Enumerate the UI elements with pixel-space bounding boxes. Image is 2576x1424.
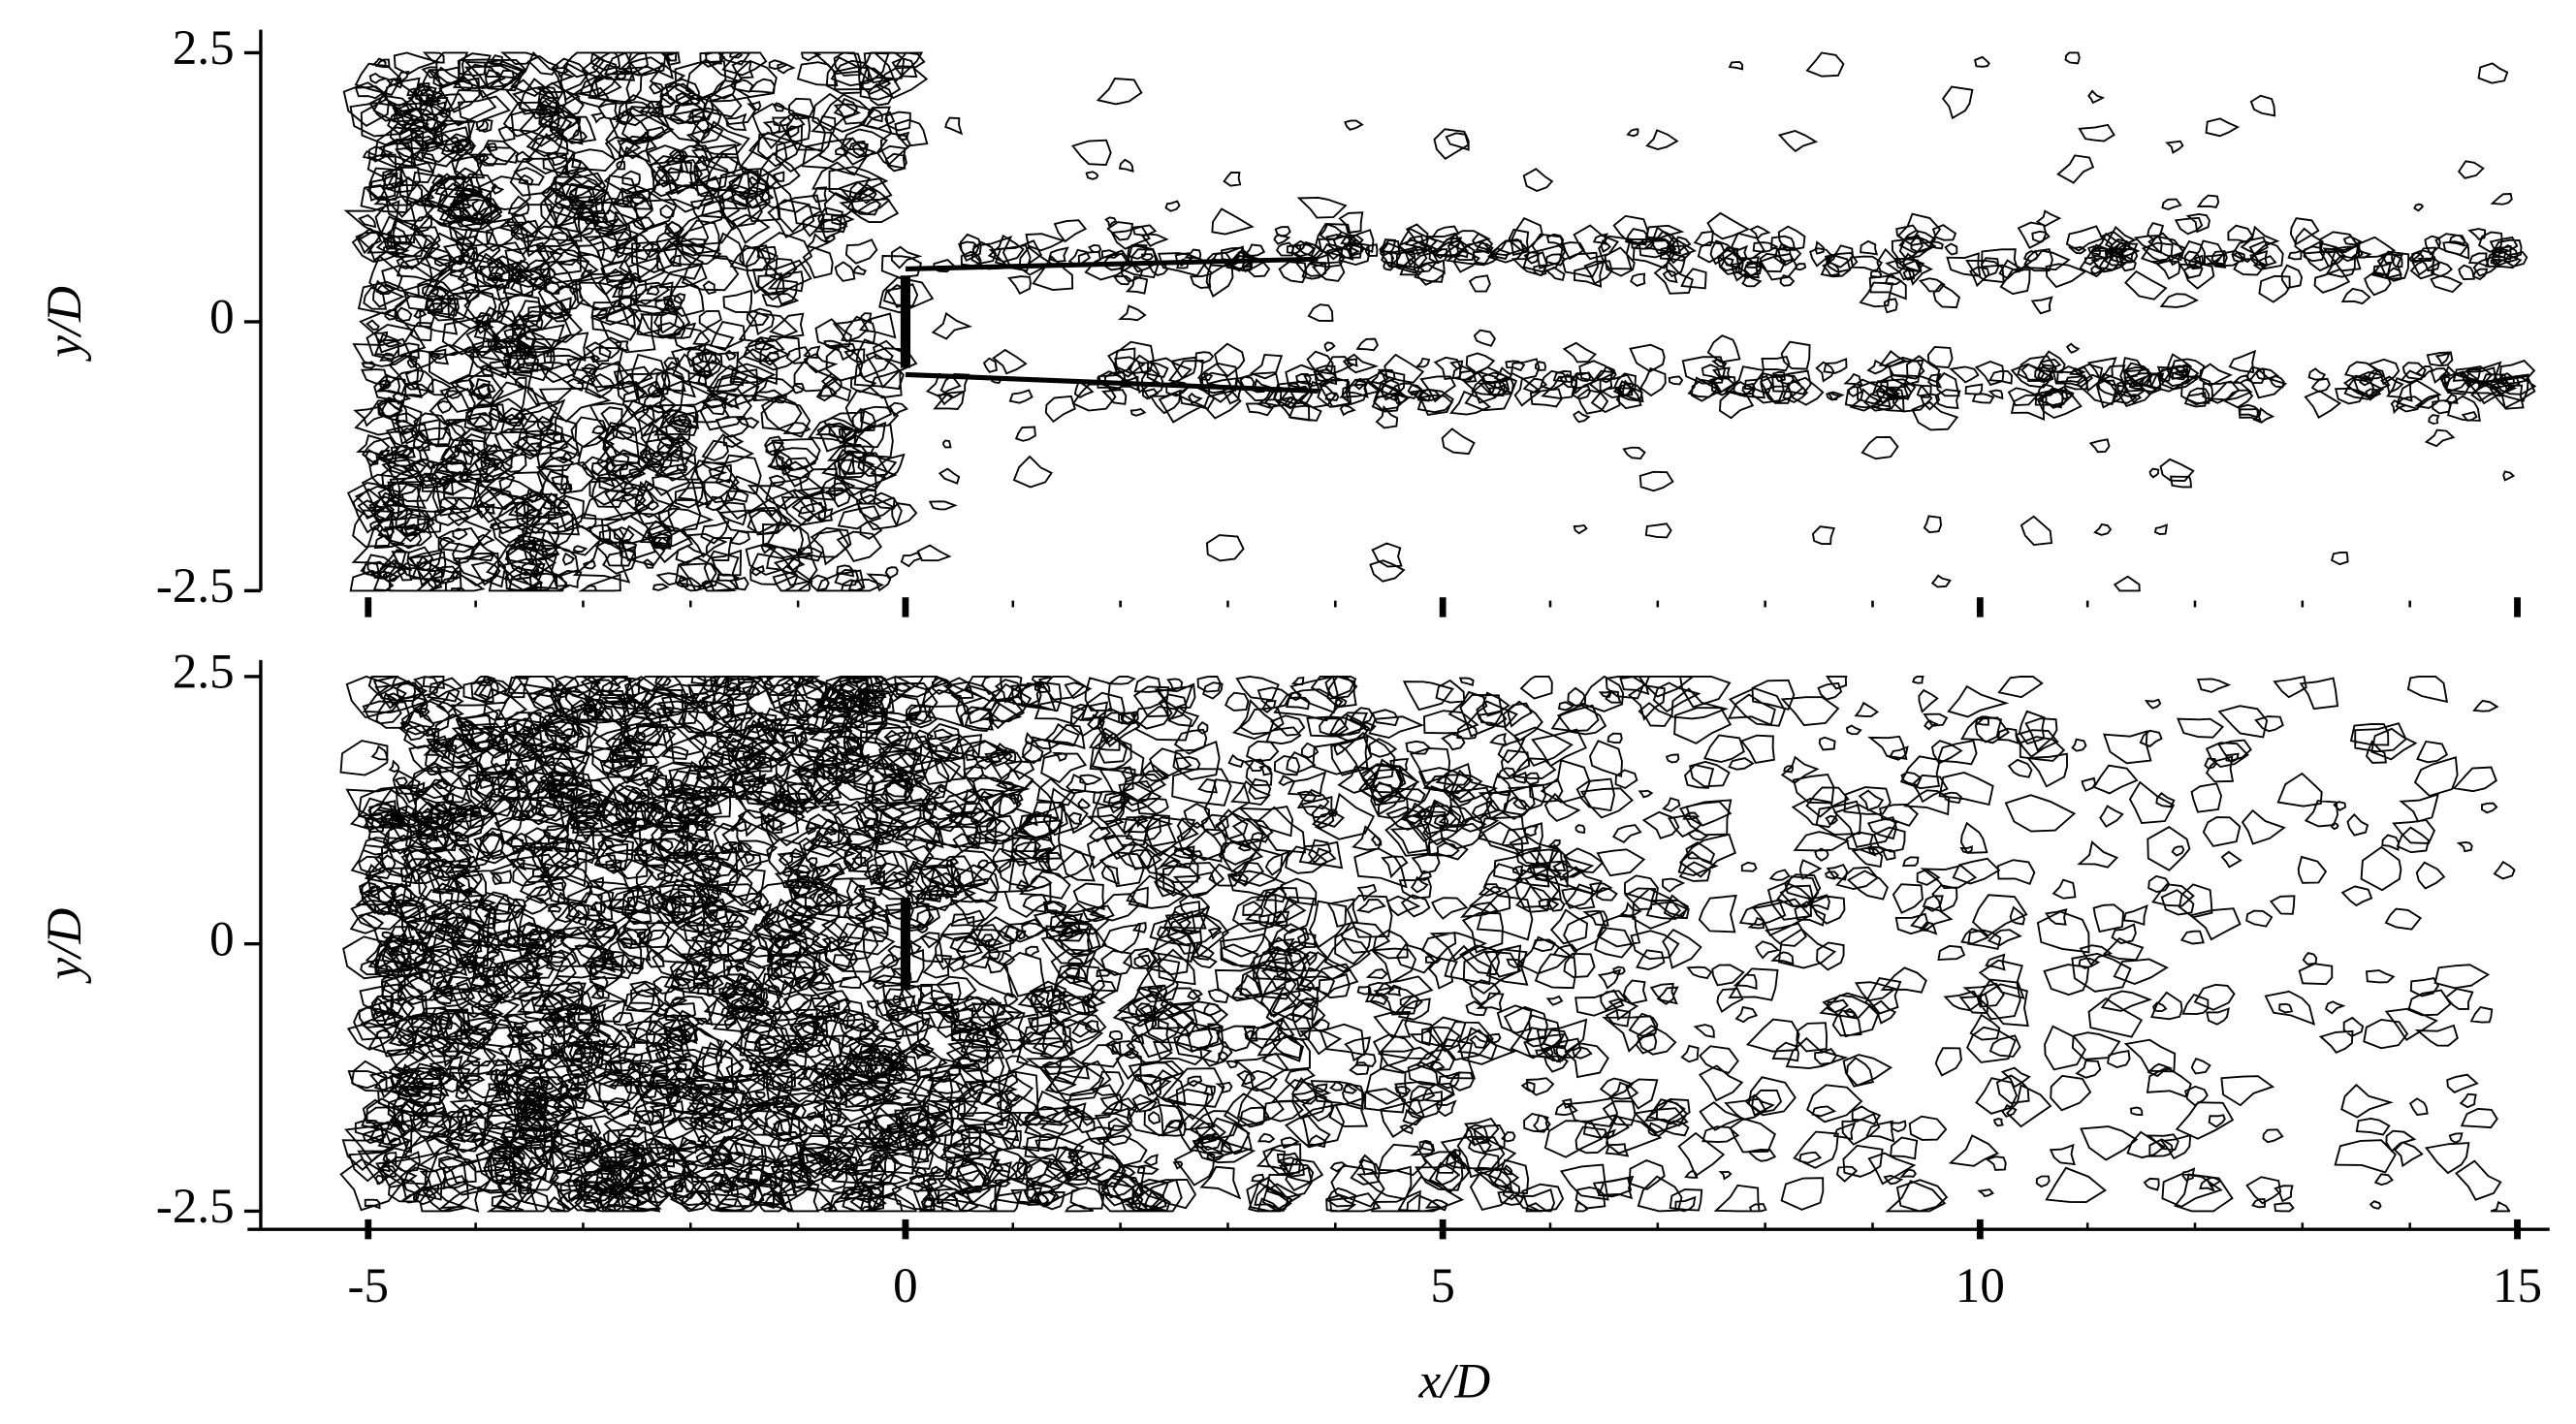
x-tick-label: -5 (348, 1258, 390, 1313)
y-axis-label: y/D (37, 908, 92, 985)
y-tick-label: 0 (209, 290, 235, 345)
contour-texture (339, 675, 2516, 1213)
y-tick-label: 0 (209, 911, 235, 966)
x-axis-label: x/D (1418, 1354, 1491, 1409)
y-tick-label: 2.5 (173, 20, 235, 76)
x-tick-label: 0 (893, 1258, 918, 1313)
x-tick-label: 5 (1430, 1258, 1455, 1313)
y-tick-label: 2.5 (173, 645, 235, 700)
y-axis-label: y/D (37, 286, 92, 363)
contour-texture (342, 50, 2537, 592)
y-tick-label: -2.5 (156, 558, 235, 614)
x-tick-label: 10 (1956, 1258, 2005, 1313)
splitter-lines (905, 256, 1319, 394)
x-tick-label: 15 (2493, 1258, 2542, 1313)
y-tick-label: -2.5 (156, 1179, 235, 1234)
